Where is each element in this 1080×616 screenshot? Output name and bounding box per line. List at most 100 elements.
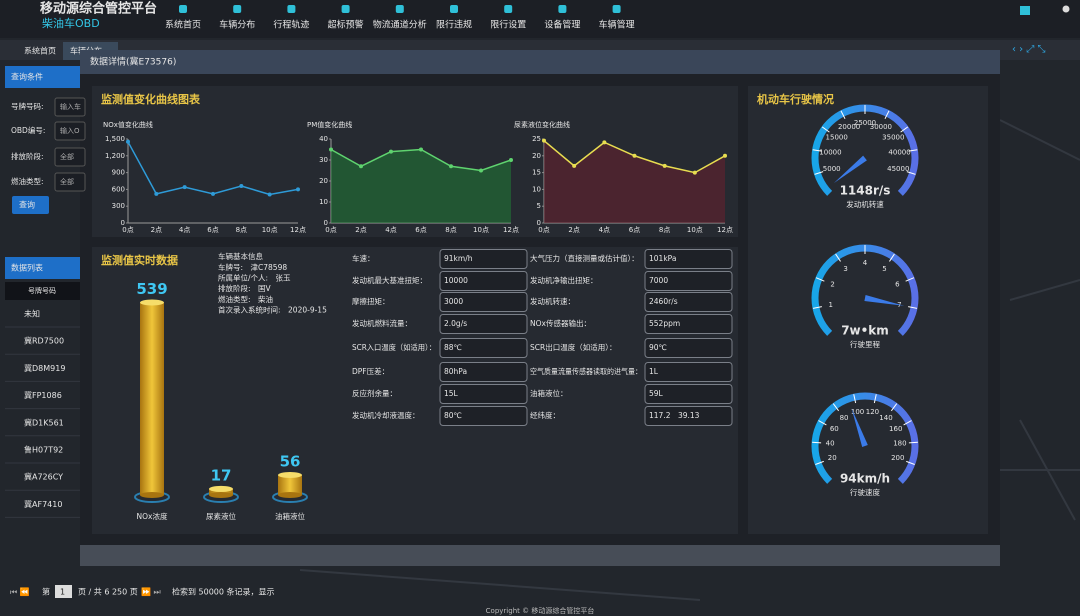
pager-first[interactable]: ⏮ ⏪ xyxy=(10,587,30,597)
gauge-value: 94km/h xyxy=(840,472,890,486)
nav-item[interactable]: 限行违规 xyxy=(436,19,472,31)
nav-icon[interactable] xyxy=(395,5,404,13)
x-tick-label: 10点 xyxy=(687,226,703,234)
gauge-tick xyxy=(840,110,846,120)
gauge-tick xyxy=(900,126,909,133)
search-button-label[interactable]: 查询 xyxy=(19,200,35,210)
nav-icon[interactable] xyxy=(233,5,242,13)
y-tick-label: 600 xyxy=(112,185,125,193)
nav-item[interactable]: 车辆管理 xyxy=(599,19,635,31)
field-box xyxy=(439,292,528,312)
field-label: 车速： xyxy=(352,253,375,263)
chart-title: PM值变化曲线 xyxy=(307,120,352,129)
list-row[interactable]: 鲁H07T92 xyxy=(24,445,63,455)
query-label: 排放阶段: xyxy=(11,151,44,161)
driving-panel xyxy=(748,86,988,534)
y-tick-label: 1,500 xyxy=(105,135,125,143)
gauge-tick-label: 30000 xyxy=(870,123,892,131)
gauge-tick xyxy=(835,253,841,262)
gauge-tick-label: 20000 xyxy=(838,123,860,131)
tab[interactable]: 系统首页 xyxy=(24,46,56,56)
field-box xyxy=(644,384,733,404)
x-tick-label: 10点 xyxy=(262,226,278,234)
pager-page[interactable]: 1 xyxy=(60,588,65,597)
gauge-tick-label: 2 xyxy=(830,281,834,289)
gauge-value: 1148r/s xyxy=(840,184,891,198)
nav-item[interactable]: 行程轨迹 xyxy=(273,19,309,31)
query-input[interactable] xyxy=(54,121,86,141)
list-row[interactable]: 冀A726CY xyxy=(24,472,63,482)
field-value: 15L xyxy=(444,389,459,398)
gauge-tick xyxy=(818,420,827,426)
field-label: 经纬度： xyxy=(530,410,560,420)
x-tick-label: 0点 xyxy=(122,226,133,234)
list-row[interactable]: 冀D1K561 xyxy=(24,417,64,427)
list-title: 数据列表 xyxy=(11,263,43,273)
query-label: OBD编号: xyxy=(11,125,45,135)
query-title: 查询条件 xyxy=(11,72,43,82)
nav-icon[interactable] xyxy=(612,5,621,13)
query-input-text[interactable]: 输入车 xyxy=(60,102,81,111)
query-input[interactable] xyxy=(54,97,86,117)
point xyxy=(389,149,393,154)
list-row[interactable]: 冀D8M919 xyxy=(24,363,65,373)
nav-item[interactable]: 系统首页 xyxy=(165,19,201,31)
x-tick-label: 0点 xyxy=(538,226,549,234)
query-header xyxy=(5,66,85,88)
nav-icon[interactable] xyxy=(341,5,350,13)
field-label: 发动机燃料流量： xyxy=(352,318,412,328)
footer: Copyright © 移动源综合管控平台 xyxy=(486,606,595,615)
gauge-tick xyxy=(812,306,822,309)
info-title: 车辆基本信息 xyxy=(218,251,263,261)
y-tick-label: 20 xyxy=(532,152,541,160)
y-tick-label: 15 xyxy=(532,169,541,177)
nav-item[interactable]: 车辆分布 xyxy=(219,19,255,31)
query-label: 号牌号码: xyxy=(11,101,44,111)
list-row[interactable]: 冀RD7500 xyxy=(24,336,64,346)
query-input[interactable] xyxy=(54,172,86,192)
section-title: 机动车行驶情况 xyxy=(757,92,834,106)
list-row[interactable]: 冀AF7410 xyxy=(24,499,62,509)
nav-item[interactable]: 限行设置 xyxy=(490,19,526,31)
gauge-title: 行驶里程 xyxy=(850,339,880,349)
user-icon[interactable] xyxy=(1062,5,1070,13)
cylinder-label: NOx浓度 xyxy=(137,511,168,521)
pager-input[interactable] xyxy=(55,585,72,598)
cylinder xyxy=(209,488,233,495)
point xyxy=(449,164,453,169)
field-value: 80hPa xyxy=(444,367,467,376)
gauge-tick-label: 40000 xyxy=(888,149,910,157)
search-button[interactable] xyxy=(12,196,49,214)
list-row[interactable]: 未知 xyxy=(24,309,40,319)
y-tick-label: 1,200 xyxy=(105,152,125,160)
tab-nav-icons[interactable]: ‹ › ⤢ ⤡ xyxy=(1012,44,1046,55)
gauge-tick xyxy=(832,403,840,412)
cylinder-base xyxy=(278,492,302,498)
pager-next[interactable]: ⏩ ⏭ xyxy=(141,587,161,597)
nav-item[interactable]: 超标预警 xyxy=(328,19,364,31)
nav-icon[interactable] xyxy=(179,5,187,13)
query-input-text[interactable]: 全部 xyxy=(60,152,74,161)
list-column: 号牌号码 xyxy=(28,286,56,295)
query-input-text[interactable]: 输入O xyxy=(60,126,80,135)
y-tick-label: 0 xyxy=(324,219,328,227)
nav-icon[interactable] xyxy=(504,5,513,13)
grid-icon[interactable] xyxy=(1020,6,1030,15)
field-value: 10000 xyxy=(444,276,468,285)
field-box xyxy=(439,314,528,334)
gauge-tick-label: 45000 xyxy=(887,165,909,173)
value-label: 17 xyxy=(211,466,232,484)
nav-item[interactable]: 物流通道分析 xyxy=(373,19,427,31)
gauge-needle xyxy=(851,408,868,448)
nav-icon[interactable] xyxy=(287,5,296,13)
nav-icon[interactable] xyxy=(558,5,567,13)
query-input-text[interactable]: 全部 xyxy=(60,177,74,186)
x-tick-label: 2点 xyxy=(151,226,162,234)
nav-icon[interactable] xyxy=(450,5,458,13)
query-input[interactable] xyxy=(54,147,86,167)
section-title: 监测值变化曲线图表 xyxy=(101,92,201,106)
point xyxy=(126,139,130,144)
nav-item[interactable]: 设备管理 xyxy=(544,19,580,31)
list-row[interactable]: 冀FP1086 xyxy=(24,390,62,400)
gauge-tick-label: 10000 xyxy=(819,149,841,157)
